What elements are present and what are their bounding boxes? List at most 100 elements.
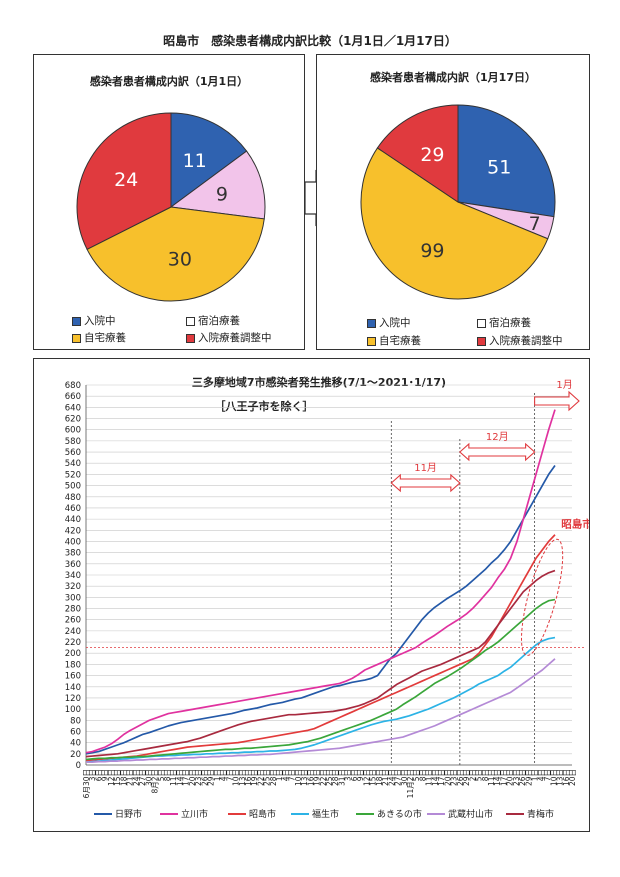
x-tick-label: 7日 xyxy=(543,769,552,781)
y-tick-label: 560 xyxy=(65,448,81,458)
legend-swatch-yellow xyxy=(72,333,81,343)
x-tick-label: 23日 xyxy=(450,769,459,786)
legend-item-adjusting: 入院療養調整中 xyxy=(477,333,563,348)
series-line xyxy=(85,598,556,761)
x-tick-label: 14日 xyxy=(175,769,184,786)
y-tick-label: 540 xyxy=(65,459,81,469)
y-tick-label: 240 xyxy=(65,627,81,637)
legend-item-home: 自宅療養 xyxy=(72,330,126,345)
x-tick-label: 5日 xyxy=(412,769,421,781)
legend-item-admitted: 入院中 xyxy=(72,313,116,328)
y-tick-label: 40 xyxy=(70,739,81,749)
x-tick-label: 27日 xyxy=(394,769,403,786)
legend-label: 青梅市 xyxy=(527,808,554,820)
pie-chart-jan1: 11 9 30 24 xyxy=(76,112,266,302)
x-tick-label: 20日 xyxy=(568,769,577,786)
x-tick-label: 18日 xyxy=(375,769,384,786)
legend-swatch-red xyxy=(477,336,486,346)
x-tick-label: 13日 xyxy=(556,769,565,786)
x-tick-label: 6日 xyxy=(94,769,103,781)
x-tick-label: 15日 xyxy=(113,769,122,786)
legend-label: 入院療養調整中 xyxy=(198,332,272,344)
legend-label: 自宅療養 xyxy=(379,335,421,347)
x-tick-label: 8日 xyxy=(418,769,427,781)
x-tick-label: 23日 xyxy=(194,769,203,786)
x-tick-label: 23日 xyxy=(512,769,521,786)
legend-item: 武蔵村山市 xyxy=(427,808,493,820)
legend-item-home: 自宅療養 xyxy=(367,333,421,348)
legend-label: 武蔵村山市 xyxy=(448,808,493,820)
legend-swatch-yellow xyxy=(367,336,376,346)
legend-item: 昭島市 xyxy=(228,808,276,820)
x-tick-label: 7日 xyxy=(288,769,297,781)
legend-label: 自宅療養 xyxy=(84,332,126,344)
x-tick-label: 20日 xyxy=(188,769,197,786)
y-tick-label: 20 xyxy=(70,750,81,760)
series-line xyxy=(85,534,556,762)
legend-label: 立川市 xyxy=(181,808,208,820)
legend-item: 立川市 xyxy=(160,808,208,820)
x-tick-label: 26日 xyxy=(200,769,209,786)
pie-slice-label: 29 xyxy=(420,144,444,166)
x-tick-label: 2日 xyxy=(468,769,477,781)
x-tick-label: 1日 xyxy=(275,769,284,781)
x-tick-label: 10日 xyxy=(294,769,303,786)
x-tick-label: 17日 xyxy=(437,769,446,786)
x-tick-label: 29日 xyxy=(524,769,533,786)
x-tick-label: 19日 xyxy=(250,769,259,786)
series-line xyxy=(86,658,556,764)
x-tick-label: 28日 xyxy=(331,769,340,786)
legend-swatch-blue xyxy=(72,316,81,326)
line-chart-subtitle: ［八王子市を除く］ xyxy=(215,399,314,413)
x-tick-label: 9日 xyxy=(356,769,365,781)
x-tick-label: 5日 xyxy=(475,769,484,781)
x-tick-label: 22日 xyxy=(319,769,328,786)
x-tick-label: 17日 xyxy=(499,769,508,786)
pie-slice-label: 11 xyxy=(183,150,207,172)
x-tick-label: 11日 xyxy=(487,769,496,786)
x-tick-label: 26日 xyxy=(456,769,465,786)
x-tick-label: 12日 xyxy=(107,769,116,786)
annotation-january: 1月 xyxy=(534,379,580,412)
x-tick-label: 11日 xyxy=(169,769,178,786)
x-tick-label: 10日 xyxy=(232,769,241,786)
right-arrow-icon xyxy=(534,390,580,412)
y-tick-label: 220 xyxy=(65,638,81,648)
x-tick-label: 25日 xyxy=(263,769,272,786)
legend-item: 日野市 xyxy=(94,808,142,820)
x-tick-label: 3日 xyxy=(88,769,97,781)
y-tick-label: 380 xyxy=(65,549,81,559)
x-tick-label: 30日 xyxy=(144,769,153,786)
x-tick-label: 19日 xyxy=(313,769,322,786)
x-tick-label: 29日 xyxy=(207,769,216,786)
y-tick-label: 600 xyxy=(65,426,81,436)
annotation-december: 12月 xyxy=(459,431,536,462)
x-tick-label: 13日 xyxy=(238,769,247,786)
double-arrow-icon xyxy=(459,442,536,462)
x-tick-label: 11日 xyxy=(425,769,434,786)
y-tick-label: 320 xyxy=(65,582,81,592)
pie-slice-adjusting xyxy=(76,112,172,250)
y-tick-label: 440 xyxy=(65,515,81,525)
x-tick-label: 12日 xyxy=(362,769,371,786)
x-tick-label: 8日 xyxy=(481,769,490,781)
pie-title-jan17: 感染者患者構成内訳（1月17日） xyxy=(370,71,536,84)
legend-swatch-blue xyxy=(367,318,376,328)
y-tick-label: 100 xyxy=(65,705,81,715)
legend-item-hotel: 宿泊療養 xyxy=(477,315,531,330)
legend-item: 青梅市 xyxy=(506,808,554,820)
x-tick-label: 9日 xyxy=(101,769,110,781)
legend-label: 入院療養調整中 xyxy=(489,335,563,347)
pie-slice-label: 51 xyxy=(487,156,511,178)
x-tick-label: 15日 xyxy=(369,769,378,786)
y-tick-label: 160 xyxy=(65,672,81,682)
x-tick-label: 10日 xyxy=(549,769,558,786)
y-tick-label: 680 xyxy=(65,381,81,391)
pie-panel-jan17: 感染者患者構成内訳（1月17日） 51 7 99 29 入院中 宿泊療養 自宅療養 入… xyxy=(316,54,590,350)
pie-slice-home xyxy=(86,206,265,302)
month-label: 12月 xyxy=(486,431,509,443)
x-tick-label: 3日 xyxy=(344,769,353,781)
pie-slice-label: 99 xyxy=(420,240,444,262)
y-tick-label: 520 xyxy=(65,470,81,480)
y-tick-label: 460 xyxy=(65,504,81,514)
